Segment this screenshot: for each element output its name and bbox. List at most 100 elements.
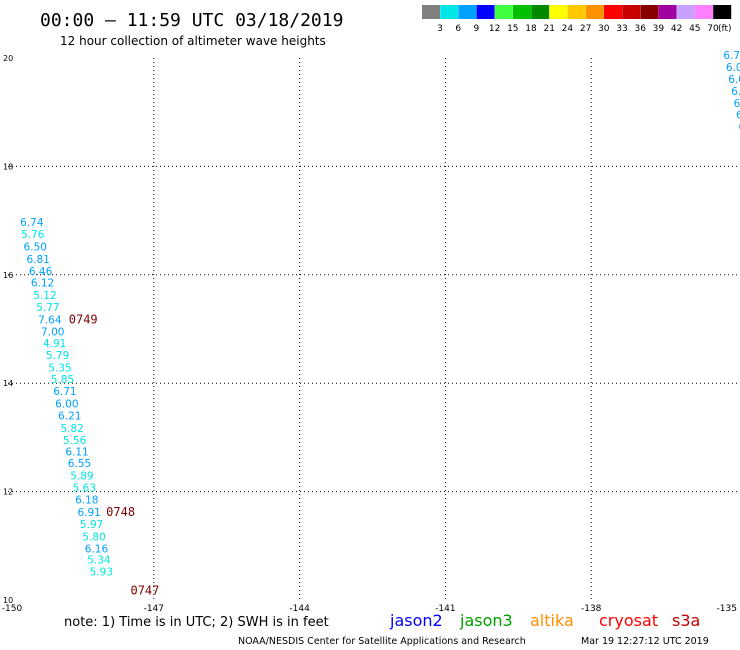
- swh-value: 6.0: [738, 122, 740, 134]
- swh-value: 6.77: [723, 50, 740, 62]
- swh-value: 6.59: [731, 86, 740, 98]
- legend-label: 30: [598, 24, 610, 34]
- swh-value: 6.02: [728, 74, 740, 86]
- footer-timestamp: Mar 19 12:27:12 UTC 2019: [581, 636, 709, 647]
- swh-value: 6.12: [31, 278, 54, 290]
- observations: 6.745.766.506.816.466.125.125.777.647.00…: [20, 48, 740, 579]
- legend-swatch: [604, 5, 622, 19]
- swh-value: 6.91: [77, 507, 100, 519]
- pass-time-label: 0747: [130, 584, 159, 598]
- legend-swatch: [695, 5, 713, 19]
- swh-value: 6.00: [55, 399, 78, 411]
- swh-value: 5.12: [33, 290, 56, 302]
- legend-label: 15: [507, 24, 518, 34]
- swh-value: 6.50: [24, 241, 47, 253]
- pass-time-label: 0748: [106, 505, 135, 519]
- satellite-s3a: s3a: [672, 611, 700, 630]
- x-tick-label: -138: [581, 604, 602, 614]
- chart-title: 00:00 – 11:59 UTC 03/18/2019: [40, 10, 343, 31]
- legend-label: 9: [474, 24, 480, 34]
- swh-value: 5.97: [80, 519, 103, 531]
- swh-value: 6.21: [58, 411, 81, 423]
- x-tick-label: -144: [289, 604, 310, 614]
- legend-swatch: [713, 5, 732, 19]
- swh-value: 5.34: [87, 555, 111, 567]
- legend-label: 21: [543, 24, 554, 34]
- swh-value: 6.12: [734, 98, 740, 110]
- y-tick-label: 20: [3, 54, 13, 63]
- y-tick-label: 12: [3, 488, 13, 497]
- legend-label: 70: [707, 24, 719, 34]
- swh-value: 5.76: [21, 229, 45, 241]
- x-tick-label: -150: [2, 604, 23, 614]
- legend-swatch: [549, 5, 568, 19]
- swh-value: 5.89: [70, 471, 93, 483]
- pass-time-label: 0749: [69, 313, 98, 327]
- legend-label: 3: [437, 24, 443, 34]
- y-tick-label: 18: [3, 162, 13, 171]
- legend-swatch: [458, 5, 477, 19]
- swh-value: 5.82: [60, 423, 83, 435]
- swh-value: 6.55: [68, 458, 91, 470]
- legend-swatch: [567, 5, 586, 19]
- swh-value: 6.81: [26, 254, 49, 266]
- legend-label: 6: [455, 24, 461, 34]
- swh-value: 5.80: [82, 531, 105, 543]
- y-axis-ticks: 10 12 14 16 18 20: [3, 54, 13, 605]
- swh-value: 6.74: [20, 217, 44, 229]
- time-labels: 0749 0748 0747: [69, 313, 160, 598]
- legend-label: 36: [634, 24, 646, 34]
- legend-label: 24: [562, 24, 574, 34]
- y-tick-label: 14: [3, 379, 13, 388]
- legend-swatch: [622, 5, 641, 19]
- swh-value: 5.93: [90, 567, 113, 579]
- swh-value: 6.46: [29, 266, 53, 278]
- x-tick-label: -135: [717, 604, 737, 614]
- swh-value: 5.77: [36, 302, 59, 314]
- satellite-legend: jason2 jason3 altika cryosat s3a: [389, 611, 700, 630]
- swh-value: 7.00: [41, 327, 64, 339]
- swh-value: 5.79: [46, 350, 69, 362]
- swh-value: 6.18: [75, 495, 98, 507]
- swh-value: 6.11: [65, 446, 88, 458]
- swh-value: 7.64: [38, 315, 62, 327]
- legend-swatch: [476, 5, 495, 19]
- grid: [8, 58, 737, 600]
- chart-subtitle: 12 hour collection of altimeter wave hei…: [60, 34, 326, 48]
- footer-note: note: 1) Time is in UTC; 2) SWH is in fe…: [64, 615, 329, 630]
- legend-label: 33: [616, 24, 627, 34]
- legend-swatch: [440, 5, 459, 19]
- legend-swatch: [585, 5, 604, 19]
- satellite-altika: altika: [530, 611, 574, 630]
- legend-label: 39: [653, 24, 665, 34]
- color-legend: 3 6 9 12 15 18 21 24 27 30 33 36 39 42 45 70: [422, 5, 732, 34]
- swh-value: 6.03: [726, 62, 740, 74]
- swh-value: 5.85: [51, 374, 74, 386]
- y-tick-label: 16: [3, 271, 13, 280]
- legend-swatch: [422, 5, 440, 19]
- y-tick-label: 10: [3, 596, 13, 605]
- legend-swatch: [513, 5, 531, 19]
- legend-label: 12: [489, 24, 500, 34]
- swh-value: 6.71: [53, 386, 76, 398]
- x-axis-ticks: -150 -147 -144 -141 -138 -135: [2, 604, 737, 614]
- satellite-jason3: jason3: [459, 611, 513, 630]
- legend-swatch: [658, 5, 677, 19]
- swh-value: 6.08: [736, 110, 740, 122]
- legend-unit: (ft): [718, 24, 732, 34]
- legend-label: 42: [671, 24, 682, 34]
- x-tick-label: -147: [144, 604, 164, 614]
- legend-swatch: [640, 5, 659, 19]
- legend-swatch: [494, 5, 513, 19]
- legend-swatch: [531, 5, 550, 19]
- swh-value: 5.63: [73, 483, 96, 495]
- legend-label: 27: [580, 24, 591, 34]
- x-tick-label: -141: [435, 604, 455, 614]
- footer-credit: NOAA/NESDIS Center for Satellite Applica…: [238, 636, 526, 647]
- legend-label: 45: [689, 24, 700, 34]
- swh-value: 5.56: [63, 435, 87, 447]
- swh-value: 5.35: [48, 362, 71, 374]
- satellite-jason2: jason2: [389, 611, 443, 630]
- legend-swatch: [676, 5, 695, 19]
